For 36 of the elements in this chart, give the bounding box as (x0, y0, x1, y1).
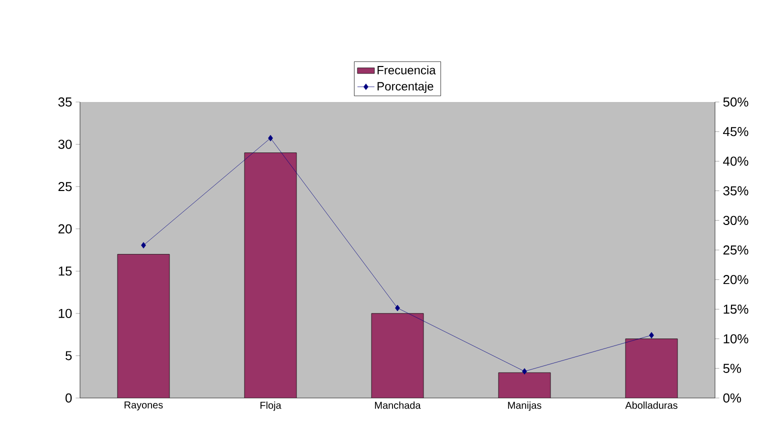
y-tick-label: 35 (58, 97, 72, 107)
y2-tick-label: 10% (724, 334, 748, 344)
x-tick-label: Manchada (375, 402, 421, 409)
point (141, 242, 146, 248)
y2-tick-label: 30% (723, 216, 748, 225)
point (522, 368, 527, 375)
y-tick-label: 0 (66, 393, 72, 403)
bar (244, 152, 296, 398)
y2-tick-label: 15% (724, 304, 748, 314)
legend-label: Porcentaje (378, 82, 434, 93)
y2-tick-label: 40% (723, 156, 748, 166)
legend-label: Frecuencia (378, 66, 436, 74)
y2-tick-label: 0% (723, 393, 742, 403)
y2-tick-label: 35% (723, 186, 748, 196)
y2-tick-label: 50% (723, 97, 748, 107)
y-tick-label: 30 (58, 140, 72, 149)
y2-tick-label: 5% (723, 364, 742, 373)
bar (498, 372, 551, 398)
point (268, 134, 273, 142)
y-tick-label: 25 (58, 182, 72, 192)
x-tick-label: Manijas (508, 402, 542, 411)
x-tick-label: Rayones (124, 402, 163, 410)
bar (372, 313, 424, 398)
bar (118, 254, 170, 398)
y2-tick-label: 20% (723, 275, 748, 284)
point (649, 332, 654, 338)
y-tick-label: 10 (58, 308, 72, 318)
x-tick-label: Abolladuras (625, 402, 678, 409)
bar (625, 338, 678, 398)
y-tick-label: 5 (66, 351, 72, 360)
y-tick-label: 15 (58, 266, 72, 276)
y-tick-label: 20 (58, 224, 72, 234)
point (395, 304, 400, 312)
x-tick-label: Floja (260, 402, 282, 411)
y2-tick-label: 45% (723, 127, 748, 136)
y2-tick-label: 25% (723, 245, 748, 255)
